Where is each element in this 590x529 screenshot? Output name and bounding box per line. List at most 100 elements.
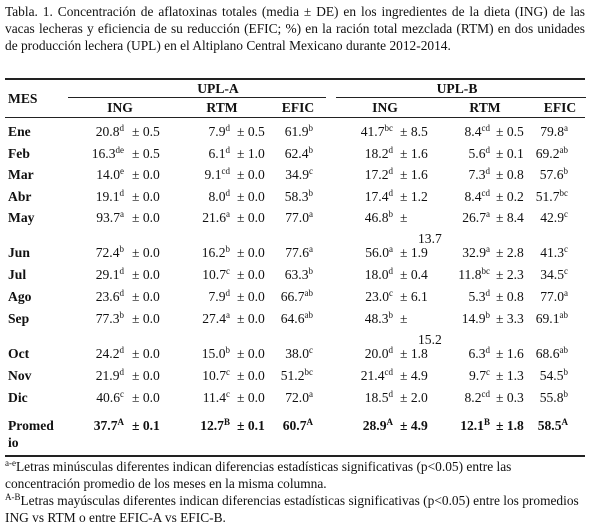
cell-b-ing-sd-continued: 15.2: [418, 332, 442, 347]
cell-a-ing-number: 24.2: [95, 346, 120, 361]
cell-a-ing-letter: c: [120, 389, 124, 399]
cell-b-ing-letter: b: [388, 310, 394, 320]
cell-b-rtm-letter: bc: [481, 266, 491, 276]
col-header-b-ing: ING: [372, 100, 398, 115]
cell-a-rtm-letter: cd: [221, 166, 231, 176]
cell-a-rtm-sd: ± 0.0: [237, 311, 265, 326]
cell-b-efic-value: 42.9c: [508, 210, 568, 226]
cell-b-efic-value: 77.0a: [508, 289, 568, 305]
footnote-uppercase-mark: A-B: [5, 492, 21, 502]
cell-a-ing-number: 21.9: [95, 368, 120, 383]
cell-b-rtm-number: 8.2: [464, 390, 482, 405]
top-rule: [5, 78, 585, 80]
cell-a-ing-number: 93.7: [96, 210, 120, 225]
cell-a-ing-sd: ± 0.0: [132, 390, 160, 405]
cell-b-efic-number: 54.5: [539, 368, 564, 383]
cell-b-efic-number: 34.5: [540, 267, 564, 282]
cell-a-efic-letter: ab: [304, 288, 314, 298]
cell-b-efic-letter: a: [564, 288, 568, 298]
promedio-a-rtm-sd: ± 0.1: [237, 418, 265, 433]
cell-a-efic-value: 62.4b: [253, 146, 313, 162]
cell-a-ing-letter: b: [119, 310, 125, 320]
cell-a-ing-letter: d: [119, 288, 125, 298]
promedio-a-ing-value: 37.7A: [64, 418, 124, 434]
promedio-b-ing-letter: A: [386, 417, 394, 427]
cell-a-rtm-letter: d: [225, 188, 231, 198]
cell-b-ing-letter: d: [388, 145, 394, 155]
header-rule: [5, 117, 585, 118]
cell-b-rtm-letter: b: [485, 310, 491, 320]
cell-a-ing-sd: ± 0.0: [132, 368, 160, 383]
cell-a-ing-number: 29.1: [95, 267, 120, 282]
cell-b-ing-letter: c: [389, 288, 393, 298]
cell-b-ing-letter: bc: [384, 123, 394, 133]
cell-b-ing-number: 21.4: [360, 368, 385, 383]
cell-b-rtm-letter: d: [485, 166, 491, 176]
table-caption: Tabla. 1. Concentración de aflatoxinas t…: [5, 4, 585, 53]
bottom-rule: [5, 455, 585, 457]
cell-b-ing-letter: a: [389, 244, 393, 254]
promedio-b-efic-letter: A: [561, 417, 569, 427]
cell-a-rtm-letter: a: [226, 209, 230, 219]
promedio-a-ing-letter: A: [117, 417, 125, 427]
cell-b-ing-letter: d: [388, 389, 394, 399]
cell-b-efic-number: 42.9: [540, 210, 564, 225]
cell-a-ing-value: 93.7a: [64, 210, 124, 226]
cell-b-rtm-letter: cd: [481, 389, 491, 399]
cell-a-ing-value: 40.6c: [64, 390, 124, 406]
cell-b-ing-value: 56.0a: [333, 245, 393, 261]
promedio-b-rtm-letter: B: [483, 417, 490, 427]
cell-b-ing-sd-continued: 13.7: [418, 231, 442, 246]
cell-a-ing-sd: ± 0.5: [132, 124, 160, 139]
row-month: May: [8, 210, 35, 225]
cell-a-ing-letter: a: [120, 209, 124, 219]
cell-b-ing-number: 17.4: [364, 189, 389, 204]
cell-b-efic-letter: c: [564, 266, 568, 276]
cell-a-rtm-value: 10.7c: [170, 267, 230, 283]
cell-b-rtm-number: 7.3: [468, 167, 486, 182]
cell-b-efic-number: 79.8: [540, 124, 564, 139]
cell-b-efic-number: 69.2: [535, 146, 560, 161]
cell-b-rtm-letter: a: [486, 244, 490, 254]
cell-a-ing-letter: de: [115, 145, 125, 155]
cell-b-ing-value: 18.5d: [333, 390, 393, 406]
cell-b-rtm-sd: ± 1.3: [496, 368, 524, 383]
cell-a-rtm-number: 7.9: [208, 124, 226, 139]
cell-b-efic-value: 69.1ab: [508, 311, 568, 327]
cell-b-efic-number: 69.1: [535, 311, 560, 326]
cell-a-rtm-value: 15.0b: [170, 346, 230, 362]
promedio-b-efic-value: 58.5A: [508, 418, 568, 434]
cell-a-efic-number: 51.2: [280, 368, 305, 383]
cell-a-rtm-number: 27.4: [202, 311, 226, 326]
row-month: Mar: [8, 167, 34, 182]
cell-b-rtm-sd: ± 8.4: [496, 210, 524, 225]
cell-a-efic-number: 66.7: [280, 289, 305, 304]
footnote-uppercase-text: Letras mayúsculas diferentes indican dif…: [5, 493, 579, 525]
cell-a-rtm-value: 7.9d: [170, 124, 231, 140]
cell-b-rtm-letter: a: [486, 209, 490, 219]
cell-a-ing-value: 20.8d: [64, 124, 124, 140]
cell-a-rtm-letter: c: [226, 389, 230, 399]
row-month: Ago: [8, 289, 32, 304]
row-month: Jul: [8, 267, 27, 282]
cell-a-ing-sd: ± 0.0: [132, 267, 160, 282]
row-month: Nov: [8, 368, 32, 383]
cell-b-ing-sd: ±: [400, 311, 408, 326]
cell-b-ing-value: 21.4cd: [333, 368, 393, 384]
cell-a-ing-sd: ± 0.0: [132, 245, 160, 260]
cell-a-efic-number: 61.9: [284, 124, 309, 139]
cell-b-rtm-number: 8.4: [464, 124, 482, 139]
cell-a-ing-number: 19.1: [95, 189, 120, 204]
cell-a-rtm-letter: c: [226, 367, 230, 377]
cell-a-rtm-sd: ± 0.0: [237, 390, 265, 405]
cell-b-rtm-letter: d: [485, 345, 491, 355]
promedio-a-efic-value: 60.7A: [253, 418, 313, 434]
cell-a-ing-sd: ± 0.0: [132, 346, 160, 361]
cell-b-ing-value: 23.0c: [333, 289, 393, 305]
cell-a-ing-number: 40.6: [96, 390, 120, 405]
cell-b-efic-number: 77.0: [540, 289, 564, 304]
cell-a-rtm-value: 9.1cd: [170, 166, 231, 183]
cell-b-ing-value: 41.7bc: [333, 124, 393, 140]
cell-b-rtm-number: 32.9: [462, 245, 486, 260]
cell-a-efic-value: 51.2bc: [253, 368, 313, 384]
